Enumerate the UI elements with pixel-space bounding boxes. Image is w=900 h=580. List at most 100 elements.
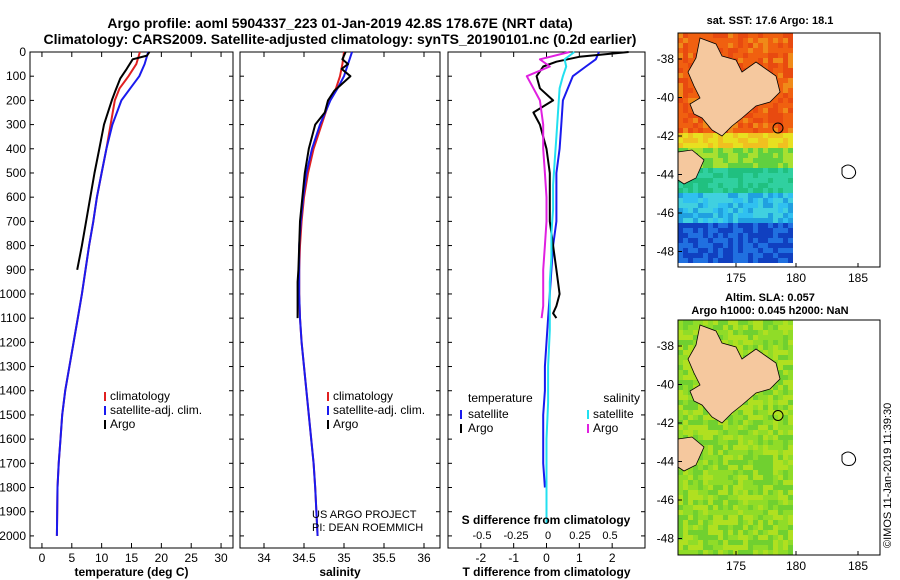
map-cell	[693, 340, 698, 345]
map-cell	[713, 33, 718, 38]
map-cell	[713, 183, 718, 188]
map-cell	[728, 435, 733, 440]
map-cell	[678, 218, 683, 223]
map-cell	[778, 460, 783, 465]
map-cell	[763, 58, 768, 63]
map-cell	[683, 188, 688, 193]
map-cell	[703, 228, 708, 233]
map-cell	[783, 460, 788, 465]
map-cell	[783, 143, 788, 148]
map-cell	[788, 335, 793, 340]
map-cell	[733, 158, 738, 163]
x-tick-label: 20	[155, 551, 169, 565]
map-cell	[733, 480, 738, 485]
map-cell	[738, 138, 743, 143]
map-cell	[758, 440, 763, 445]
map-cell	[753, 460, 758, 465]
map-cell	[778, 445, 783, 450]
map-cell	[738, 33, 743, 38]
map-cell	[733, 330, 738, 335]
map-cell	[773, 208, 778, 213]
map-cell	[678, 360, 683, 365]
map-cell	[683, 73, 688, 78]
map-cell	[768, 460, 773, 465]
map-cell	[763, 460, 768, 465]
map-cell	[748, 540, 753, 545]
map-cell	[688, 325, 693, 330]
map-cell	[743, 123, 748, 128]
map-cell	[788, 43, 793, 48]
map-cell	[683, 103, 688, 108]
map-cell	[768, 440, 773, 445]
map-cell	[778, 258, 783, 263]
map-cell	[683, 38, 688, 43]
map-cell	[763, 475, 768, 480]
map-cell	[753, 153, 758, 158]
map-cell	[778, 440, 783, 445]
map-cell	[753, 53, 758, 58]
map-cell	[773, 143, 778, 148]
series-climatology	[55, 51, 141, 536]
map-cell	[718, 143, 723, 148]
map-cell	[753, 118, 758, 123]
map-cell	[768, 410, 773, 415]
map-cell	[688, 475, 693, 480]
map-cell	[743, 153, 748, 158]
map-cell	[738, 410, 743, 415]
map-cell	[698, 118, 703, 123]
map-cell	[783, 365, 788, 370]
map-cell	[723, 43, 728, 48]
map-cell	[733, 128, 738, 133]
map-cell	[723, 243, 728, 248]
map-cell	[693, 410, 698, 415]
map-cell	[718, 445, 723, 450]
map-cell	[698, 148, 703, 153]
map-cell	[728, 500, 733, 505]
map-cell	[688, 143, 693, 148]
map-cell	[753, 490, 758, 495]
map-cell	[773, 98, 778, 103]
map-cell	[718, 475, 723, 480]
map-cell	[718, 455, 723, 460]
map-cell	[683, 475, 688, 480]
map-cell	[753, 233, 758, 238]
map-cell	[713, 208, 718, 213]
map-cell	[753, 178, 758, 183]
map-cell	[743, 198, 748, 203]
map-cell	[703, 153, 708, 158]
map-cell	[683, 193, 688, 198]
map-cell	[688, 123, 693, 128]
map-cell	[698, 485, 703, 490]
map-cell	[748, 495, 753, 500]
map-cell	[728, 335, 733, 340]
x-tick-label: 30	[214, 551, 228, 565]
map-cell	[778, 158, 783, 163]
map-cell	[713, 485, 718, 490]
map-cell	[738, 525, 743, 530]
y-tick-label: 800	[6, 239, 26, 253]
map-cell	[708, 168, 713, 173]
map-cell	[718, 33, 723, 38]
map-cell	[718, 233, 723, 238]
map-cell	[748, 335, 753, 340]
map-cell	[773, 53, 778, 58]
y-tick-label: 200	[6, 93, 26, 107]
map-cell	[713, 163, 718, 168]
map-cell	[763, 188, 768, 193]
map-cell	[778, 325, 783, 330]
map-cell	[778, 178, 783, 183]
land-north-island	[687, 37, 781, 137]
map-cell	[773, 253, 778, 258]
map-cell	[708, 485, 713, 490]
map-cell	[733, 450, 738, 455]
map-cell	[693, 203, 698, 208]
map-cell	[688, 350, 693, 355]
map-cell	[783, 33, 788, 38]
x-tick-label: 10	[95, 551, 109, 565]
map-cell	[743, 475, 748, 480]
map-cell	[783, 88, 788, 93]
map-cell	[738, 228, 743, 233]
x-tick-label: 5	[68, 551, 75, 565]
map-cell	[713, 465, 718, 470]
map-cell	[773, 213, 778, 218]
